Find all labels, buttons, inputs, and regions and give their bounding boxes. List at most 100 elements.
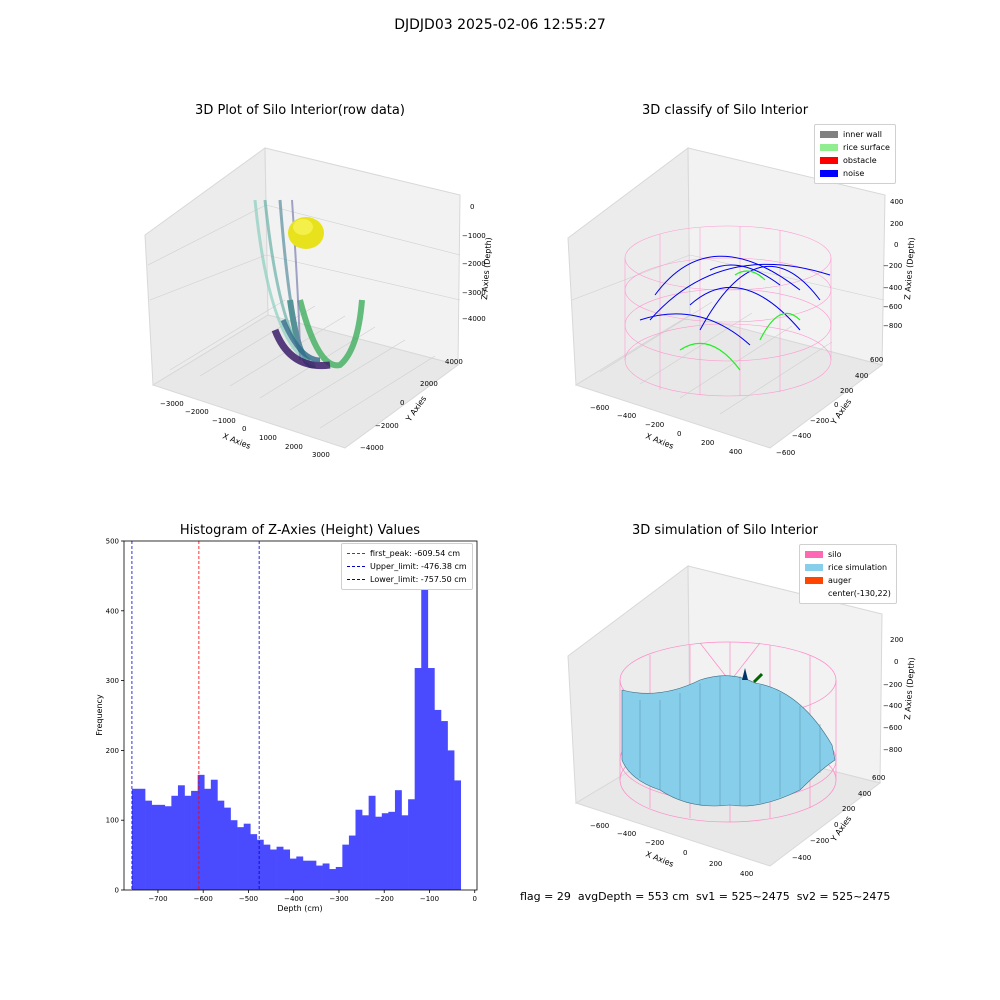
histogram-bar — [184, 795, 192, 890]
raw-ztick: 0 — [470, 203, 474, 211]
histogram-bar — [171, 795, 179, 890]
raw-yellow-cluster — [288, 217, 324, 249]
histogram-frame — [123, 540, 478, 891]
histogram-bar — [131, 788, 139, 890]
histogram-bar — [217, 800, 225, 890]
histogram-bar — [355, 809, 363, 890]
legend-item-lower-limit: Lower_limit: -757.50 cm — [347, 573, 467, 586]
classify-ytick: −400 — [792, 432, 811, 440]
histogram-vlines — [131, 541, 260, 890]
raw-ytick: −4000 — [360, 444, 384, 452]
legend-item-rice-simulation: rice simulation — [805, 561, 891, 574]
histogram-xtick-label: −400 — [284, 895, 303, 903]
histogram-xtick-label: −300 — [329, 895, 348, 903]
histogram-y-ticks: 0 100 200 300 400 500 — [106, 538, 124, 895]
simulation-floor-pane — [574, 734, 882, 867]
legend-swatch — [805, 551, 823, 558]
classify-ztick: −400 — [883, 284, 902, 292]
legend-label: Lower_limit: -757.50 cm — [370, 575, 467, 584]
auger-marker — [742, 668, 748, 680]
simulation-xtick: −200 — [645, 839, 664, 847]
raw-ytick: 0 — [400, 399, 404, 407]
legend-label: first_peak: -609.54 cm — [370, 549, 461, 558]
histogram-bar — [322, 863, 330, 890]
simulation-ytick: 400 — [858, 790, 871, 798]
classify-ztick: −800 — [883, 322, 902, 330]
histogram-xtick-label: −200 — [375, 895, 394, 903]
classify-ytick: 0 — [834, 401, 838, 409]
histogram-xtick-label: −600 — [194, 895, 213, 903]
legend-label: obstacle — [843, 156, 877, 165]
histogram-bar — [263, 844, 271, 890]
legend-label: inner wall — [843, 130, 883, 139]
histogram-ytick-label: 0 — [115, 887, 119, 895]
simulation-ztick: −800 — [883, 746, 902, 754]
classify-plot-title: 3D classify of Silo Interior — [641, 103, 809, 118]
raw-xtick: 0 — [242, 425, 246, 433]
histogram-bar — [191, 790, 198, 890]
simulation-ytick: 200 — [842, 805, 855, 813]
raw-ztick: −4000 — [462, 315, 486, 323]
classify-rice-surface — [679, 270, 801, 371]
simulation-xtick: 200 — [709, 860, 722, 868]
classify-silo-wireframe — [624, 225, 832, 397]
raw-z-label: Z Axies (Depth) — [480, 237, 493, 300]
simulation-ztick: 0 — [894, 658, 898, 666]
legend-swatch — [820, 131, 838, 138]
histogram-xtick-label: −100 — [420, 895, 439, 903]
simulation-y-ticks: 600 400 200 0 −200 −400 — [792, 774, 885, 862]
histogram-bar — [302, 860, 310, 890]
histogram-bar — [401, 815, 409, 890]
raw-ytick: 2000 — [420, 380, 438, 388]
histogram-bar — [289, 858, 297, 890]
legend-swatch — [820, 170, 838, 177]
simulation-rice-surface — [621, 675, 836, 807]
histogram-x-label: Depth (cm) — [277, 904, 322, 913]
histogram-bar — [368, 795, 376, 890]
histogram-bar — [454, 780, 462, 890]
simulation-ztick: −600 — [883, 724, 902, 732]
raw-xtick: 3000 — [312, 451, 330, 459]
legend-label: Upper_limit: -476.38 cm — [370, 562, 467, 571]
classify-xtick: 400 — [729, 448, 742, 456]
classify-ztick: −200 — [883, 262, 902, 270]
classify-ytick: 200 — [840, 387, 853, 395]
histogram-bar — [256, 839, 264, 890]
classify-floor-pane — [574, 314, 884, 449]
raw-curve-green — [287, 299, 365, 369]
legend-dash — [347, 566, 365, 567]
histogram-bar — [362, 815, 369, 890]
classify-xtick: −600 — [590, 404, 609, 412]
classify-y-label: Y Axies — [829, 397, 854, 427]
classify-ytick: −200 — [810, 417, 829, 425]
classify-ztick: 200 — [890, 220, 903, 228]
raw-xtick: 2000 — [285, 443, 303, 451]
raw-curve-main — [253, 199, 331, 370]
classify-back-pane-left — [567, 147, 691, 386]
raw-ytick: −2000 — [375, 422, 399, 430]
histogram-ytick-label: 500 — [106, 538, 119, 546]
classify-ytick: 400 — [855, 372, 868, 380]
raw-back-pane-left — [144, 147, 269, 386]
simulation-ztick: −200 — [883, 681, 902, 689]
legend-item-noise: noise — [820, 167, 890, 180]
histogram-bar — [204, 788, 212, 890]
histogram-bar — [270, 849, 277, 890]
classify-xtick: 200 — [701, 439, 714, 447]
classify-xtick: −200 — [645, 421, 664, 429]
raw-ytick: 4000 — [445, 358, 463, 366]
histogram-bar — [329, 869, 337, 890]
raw-y-ticks: 4000 2000 0 −2000 −4000 — [360, 358, 463, 452]
simulation-xtick: −600 — [590, 822, 609, 830]
raw-x-ticks: −3000 −2000 −1000 0 1000 2000 3000 — [160, 400, 330, 459]
legend-item-center: center(-130,22) — [805, 587, 891, 600]
histogram-xtick-label: 0 — [473, 895, 477, 903]
histogram-bar — [177, 785, 185, 890]
simulation-xtick: 0 — [683, 849, 687, 857]
classify-ztick: 0 — [894, 241, 898, 249]
histogram-ytick-label: 400 — [106, 607, 119, 615]
classify-x-ticks: −600 −400 −200 0 200 400 — [590, 404, 742, 456]
histogram-bar — [408, 799, 415, 890]
histogram-bar — [237, 827, 245, 890]
legend-swatch — [820, 157, 838, 164]
